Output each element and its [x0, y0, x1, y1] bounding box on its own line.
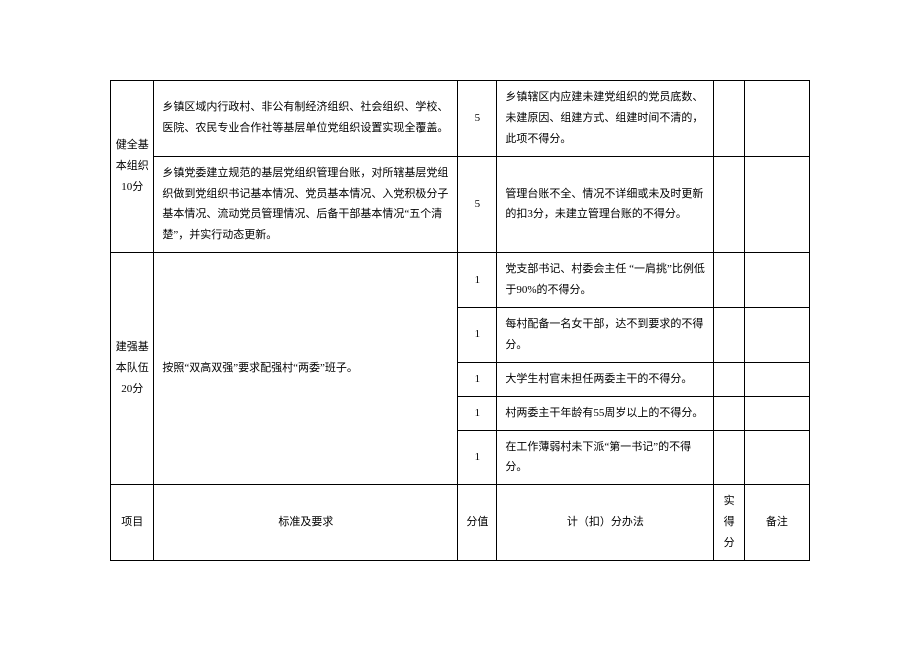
earned-cell: [714, 156, 744, 253]
score-cell: 1: [458, 430, 497, 485]
note-cell: [744, 430, 809, 485]
requirement-cell: 乡镇党委建立规范的基层党组织管理台账，对所辖基层党组织做到党组织书记基本情况、党…: [154, 156, 458, 253]
category-cell: 健全基本组织10分: [111, 81, 154, 253]
earned-cell: [714, 253, 744, 308]
note-cell: [744, 81, 809, 157]
calc-cell: 乡镇辖区内应建未建党组织的党员底数、未建原因、组建方式、组建时间不清的，此项不得…: [497, 81, 714, 157]
calc-cell: 管理台账不全、情况不详细或未及时更新的扣3分，未建立管理台账的不得分。: [497, 156, 714, 253]
table-row: 健全基本组织10分 乡镇区域内行政村、非公有制经济组织、社会组织、学校、医院、农…: [111, 81, 810, 157]
earned-cell: [714, 362, 744, 396]
note-cell: [744, 156, 809, 253]
header-calc: 计（扣）分办法: [497, 485, 714, 561]
score-cell: 1: [458, 253, 497, 308]
evaluation-table: 健全基本组织10分 乡镇区域内行政村、非公有制经济组织、社会组织、学校、医院、农…: [110, 80, 810, 561]
earned-cell: [714, 430, 744, 485]
header-score: 分值: [458, 485, 497, 561]
requirement-cell: 按照“双高双强”要求配强村“两委”班子。: [154, 253, 458, 485]
header-note: 备注: [744, 485, 809, 561]
calc-cell: 每村配备一名女干部，达不到要求的不得分。: [497, 308, 714, 363]
header-row: 项目 标准及要求 分值 计（扣）分办法 实得分 备注: [111, 485, 810, 561]
header-requirement: 标准及要求: [154, 485, 458, 561]
earned-cell: [714, 308, 744, 363]
header-category: 项目: [111, 485, 154, 561]
category-cell: 建强基本队伍20分: [111, 253, 154, 485]
earned-cell: [714, 396, 744, 430]
calc-cell: 在工作薄弱村未下派“第一书记”的不得分。: [497, 430, 714, 485]
table-row: 建强基本队伍20分 按照“双高双强”要求配强村“两委”班子。 1 党支部书记、村…: [111, 253, 810, 308]
table-row: 乡镇党委建立规范的基层党组织管理台账，对所辖基层党组织做到党组织书记基本情况、党…: [111, 156, 810, 253]
calc-cell: 党支部书记、村委会主任 “一肩挑”比例低于90%的不得分。: [497, 253, 714, 308]
calc-cell: 大学生村官未担任两委主干的不得分。: [497, 362, 714, 396]
score-cell: 1: [458, 396, 497, 430]
earned-cell: [714, 81, 744, 157]
note-cell: [744, 308, 809, 363]
note-cell: [744, 362, 809, 396]
score-cell: 1: [458, 308, 497, 363]
score-cell: 1: [458, 362, 497, 396]
requirement-cell: 乡镇区域内行政村、非公有制经济组织、社会组织、学校、医院、农民专业合作社等基层单…: [154, 81, 458, 157]
note-cell: [744, 253, 809, 308]
header-earned: 实得分: [714, 485, 744, 561]
score-cell: 5: [458, 81, 497, 157]
score-cell: 5: [458, 156, 497, 253]
note-cell: [744, 396, 809, 430]
calc-cell: 村两委主干年龄有55周岁以上的不得分。: [497, 396, 714, 430]
